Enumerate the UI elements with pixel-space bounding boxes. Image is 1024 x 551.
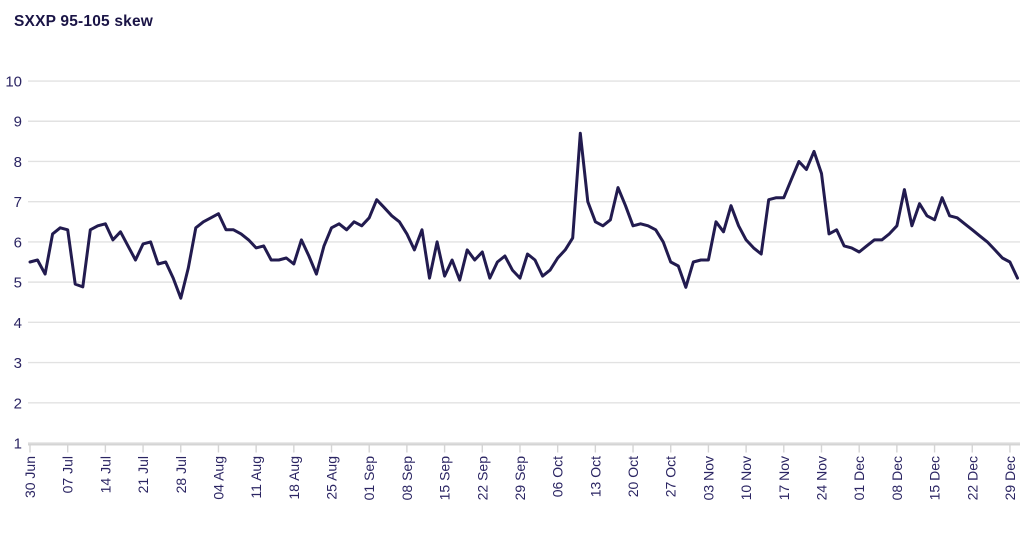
x-axis-label: 04 Aug xyxy=(210,456,226,500)
y-axis-label-2: 2 xyxy=(14,395,22,412)
x-axis-label: 14 Jul xyxy=(97,456,113,493)
x-axis-label: 18 Aug xyxy=(286,456,302,500)
x-axis-label: 27 Oct xyxy=(663,456,679,497)
x-axis-label: 22 Sep xyxy=(474,456,490,501)
x-axis-label: 22 Dec xyxy=(964,456,980,500)
x-axis-label: 13 Oct xyxy=(587,456,603,497)
x-axis-label: 15 Dec xyxy=(927,456,943,500)
x-axis-label: 25 Aug xyxy=(324,456,340,500)
x-axis-label: 01 Dec xyxy=(851,456,867,500)
x-axis-label: 07 Jul xyxy=(60,456,76,493)
x-axis-label: 01 Sep xyxy=(361,456,377,501)
x-axis-label: 10 Nov xyxy=(738,456,754,500)
x-axis-label: 28 Jul xyxy=(173,456,189,493)
y-axis-label-4: 4 xyxy=(14,315,22,332)
x-axis-label: 08 Sep xyxy=(399,456,415,501)
y-axis-label-9: 9 xyxy=(14,114,22,131)
chart-title: SXXP 95-105 skew xyxy=(14,13,154,30)
x-axis-label: 24 Nov xyxy=(813,456,829,500)
x-axis-label: 06 Oct xyxy=(550,456,566,497)
x-axis-label: 20 Oct xyxy=(625,456,641,497)
x-axis-label: 29 Dec xyxy=(1002,456,1018,500)
x-axis-label: 21 Jul xyxy=(135,456,151,493)
x-axis-label: 15 Sep xyxy=(437,456,453,501)
y-axis-label-10: 10 xyxy=(5,74,22,91)
y-axis-label-1: 1 xyxy=(14,436,22,453)
x-axis-label: 30 Jun xyxy=(22,456,38,498)
y-axis-label-3: 3 xyxy=(14,355,22,372)
x-axis-label: 08 Dec xyxy=(889,456,905,500)
x-axis-label: 03 Nov xyxy=(700,456,716,500)
x-axis-label: 17 Nov xyxy=(776,456,792,500)
x-axis-label: 29 Sep xyxy=(512,456,528,501)
y-axis-label-8: 8 xyxy=(14,154,22,171)
y-axis-label-7: 7 xyxy=(14,194,22,211)
skew-series-line xyxy=(28,131,1019,300)
y-axis-label-5: 5 xyxy=(14,275,22,292)
y-axis-label-6: 6 xyxy=(14,234,22,251)
x-axis-label: 11 Aug xyxy=(248,456,264,499)
